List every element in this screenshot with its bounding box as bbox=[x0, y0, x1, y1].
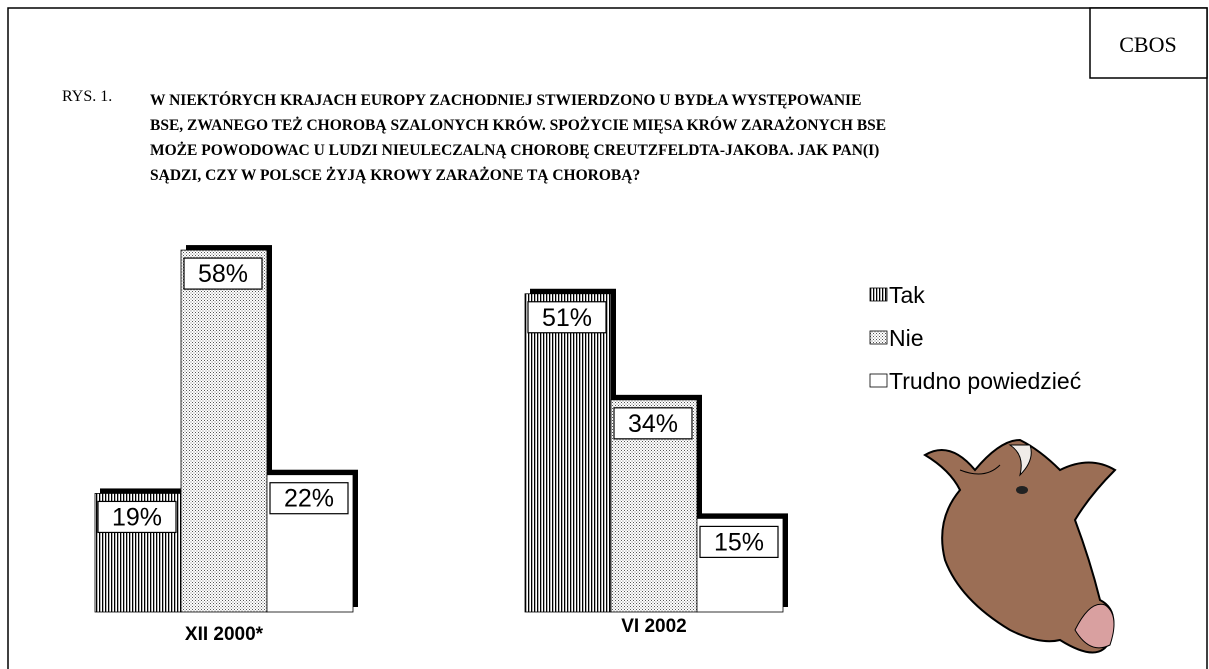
cow-illustration bbox=[925, 440, 1115, 653]
page: CBOS XII 2000* 19% 58% 22% VI 2002 51% 34% 15% T… bbox=[0, 0, 1209, 669]
legend-swatch bbox=[870, 331, 887, 344]
bar bbox=[525, 294, 611, 612]
value-label: 15% bbox=[714, 528, 764, 556]
source: CBOS bbox=[1119, 32, 1176, 57]
bar bbox=[181, 250, 267, 612]
legend-label: Nie bbox=[889, 325, 924, 351]
value-label: 22% bbox=[284, 485, 334, 513]
chart-title: W NIEKTÓRYCH KRAJACH EUROPY ZACHODNIEJ S… bbox=[150, 88, 890, 188]
x-tick-label: XII 2000* bbox=[185, 624, 264, 645]
value-label: 51% bbox=[542, 304, 592, 332]
x-tick-label: VI 2002 bbox=[621, 616, 687, 637]
legend-label: Tak bbox=[889, 282, 925, 308]
value-label: 34% bbox=[628, 410, 678, 438]
legend-swatch bbox=[870, 374, 887, 387]
legend-label: Trudno powiedzieć bbox=[889, 368, 1081, 394]
legend-swatch bbox=[870, 288, 887, 301]
value-label: 58% bbox=[198, 260, 248, 288]
figure-label: RYS. 1. bbox=[62, 88, 112, 106]
value-label: 19% bbox=[112, 503, 162, 531]
